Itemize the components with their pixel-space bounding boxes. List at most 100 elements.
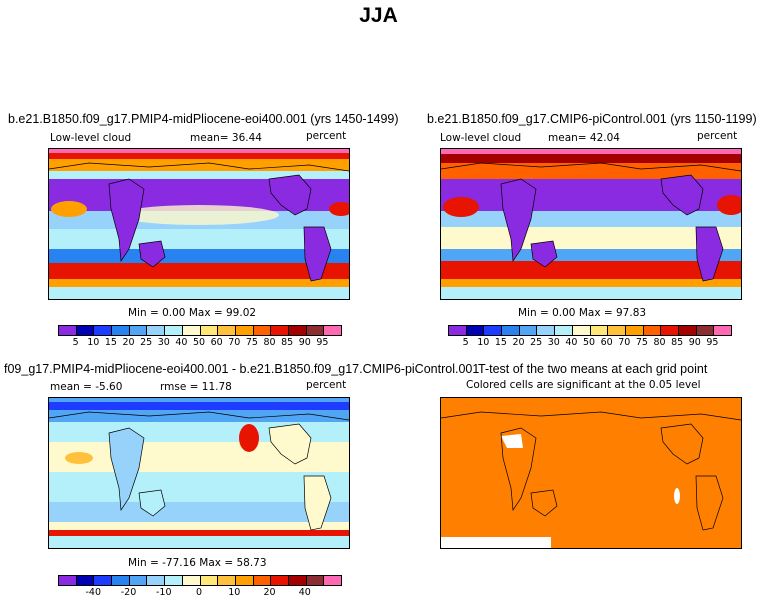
colorbar-tick-label: 25 [530, 337, 543, 348]
colorbar-tick-label: 70 [228, 337, 241, 348]
panel2-mean: mean= 42.04 [548, 132, 620, 144]
panel1-units: percent [306, 130, 347, 142]
colorbar-tick-label: 40 [298, 587, 311, 598]
colorbar-swatch [253, 326, 272, 335]
significance-fill [441, 398, 741, 548]
colorbar-swatch [235, 576, 254, 585]
colorbar-swatch [76, 326, 95, 335]
colorbar-swatch [147, 576, 166, 585]
colorbar-swatch [218, 326, 236, 335]
colorbar-swatch [678, 326, 697, 335]
colorbar-swatch [253, 576, 272, 585]
colorbar-tick-label: 15 [104, 337, 117, 348]
colorbar-swatch [182, 576, 201, 585]
colorbar-tick-label: 20 [512, 337, 525, 348]
panel1-minmax: Min = 0.00 Max = 99.02 [128, 307, 257, 319]
colorbar-swatch [484, 326, 503, 335]
colorbar-swatch [537, 326, 556, 335]
panel1-mean: mean= 36.44 [190, 132, 262, 144]
panel1-title: b.e21.B1850.f09_g17.PMIP4-midPliocene-eo… [8, 112, 399, 126]
colorbar-swatch [94, 326, 113, 335]
colorbar-tick-label: 30 [157, 337, 170, 348]
colorbar-tick-label: 95 [706, 337, 719, 348]
colorbar-bottom-left-labels: -40 -20 -10 0 10 20 40 [58, 587, 342, 598]
panel4-subtitle: Colored cells are significant at the 0.0… [466, 379, 701, 391]
colorbar-tick-label: -20 [120, 587, 137, 598]
colorbar-tick-label: 5 [462, 337, 469, 348]
colorbar-swatch [76, 576, 95, 585]
colorbar-tick-label: 85 [671, 337, 684, 348]
colorbar-swatch [572, 326, 591, 335]
panel2-units: percent [697, 130, 738, 142]
panel3-map-svg [49, 398, 349, 548]
colorbar-swatch [94, 576, 113, 585]
colorbar-tick-label: 90 [688, 337, 701, 348]
colorbar-bottom-left [58, 575, 342, 586]
colorbar-tick-label: 10 [228, 587, 241, 598]
colorbar-tick-label: 85 [281, 337, 294, 348]
colorbar-tick-label: 40 [565, 337, 578, 348]
colorbar-swatch [182, 326, 201, 335]
colorbar-top-left [58, 325, 342, 336]
colorbar-swatch [271, 326, 289, 335]
panel1-map-svg [49, 149, 349, 299]
colorbar-tick-label: 30 [547, 337, 560, 348]
colorbar-tick-label: 0 [195, 587, 203, 598]
colorbar-swatch [165, 576, 183, 585]
colorbar-tick-label: -40 [85, 587, 102, 598]
panel2-minmax: Min = 0.00 Max = 97.83 [518, 307, 647, 319]
colorbar-swatch [661, 326, 679, 335]
colorbar-tick-label: 60 [600, 337, 613, 348]
colorbar-swatch [590, 326, 609, 335]
colorbar-swatch [449, 326, 467, 335]
panel4-map-svg [441, 398, 741, 548]
colorbar-tick-label: -10 [155, 587, 172, 598]
panel4-title: T-test of the two means at each grid poi… [478, 362, 708, 376]
colorbar-swatch [306, 326, 325, 335]
colorbar-swatch [165, 326, 183, 335]
colorbar-swatch [608, 326, 626, 335]
colorbar-swatch [200, 326, 219, 335]
panel2-map-svg [441, 149, 741, 299]
colorbar-tick-label: 80 [653, 337, 666, 348]
colorbar-swatch [129, 326, 148, 335]
colorbar-swatch [288, 326, 307, 335]
colorbar-tick-label: 95 [316, 337, 329, 348]
colorbar-swatch [502, 326, 520, 335]
colorbar-tick-label: 15 [494, 337, 507, 348]
colorbar-tick-label: 80 [263, 337, 276, 348]
colorbar-swatch [555, 326, 573, 335]
colorbar-tick-label: 20 [122, 337, 135, 348]
panel3-rmse: rmse = 11.78 [160, 381, 232, 393]
colorbar-swatch [200, 576, 219, 585]
colorbar-swatch [235, 326, 254, 335]
figure-title: JJA [359, 4, 398, 27]
colorbar-top-left-labels: 5 10 15 20 25 30 40 50 60 70 75 80 85 90 95 [58, 337, 342, 349]
colorbar-swatch [696, 326, 715, 335]
colorbar-tick-label: 50 [192, 337, 206, 348]
colorbar-swatch [306, 576, 325, 585]
colorbar-tick-label: 25 [140, 337, 153, 348]
colorbar-tick-label: 70 [618, 337, 631, 348]
colorbar-swatch [129, 576, 148, 585]
colorbar-swatch [625, 326, 644, 335]
panel3-map [48, 397, 350, 549]
panel3-title: f09_g17.PMIP4-midPliocene-eoi400.001 - b… [4, 362, 480, 376]
colorbar-tick-label: 20 [263, 587, 276, 598]
panel1-variable: Low-level cloud [50, 132, 132, 144]
colorbar-swatch [324, 326, 341, 335]
panel2-variable: Low-level cloud [440, 132, 522, 144]
panel3-units: percent [306, 379, 347, 391]
panel2-title: b.e21.B1850.f09_g17.CMIP6-piControl.001 … [427, 112, 757, 126]
colorbar-swatch [59, 576, 77, 585]
panel1-map [48, 148, 350, 300]
colorbar-tick-label: 90 [298, 337, 311, 348]
colorbar-top-right-labels: 5 10 15 20 25 30 40 50 60 70 75 80 85 90 95 [448, 337, 732, 349]
colorbar-top-right [448, 325, 732, 336]
colorbar-swatch [288, 576, 307, 585]
colorbar-swatch [643, 326, 662, 335]
colorbar-tick-label: 10 [87, 337, 100, 348]
colorbar-tick-label: 10 [477, 337, 490, 348]
colorbar-tick-label: 50 [582, 337, 596, 348]
panel3-mean: mean = -5.60 [50, 381, 123, 393]
